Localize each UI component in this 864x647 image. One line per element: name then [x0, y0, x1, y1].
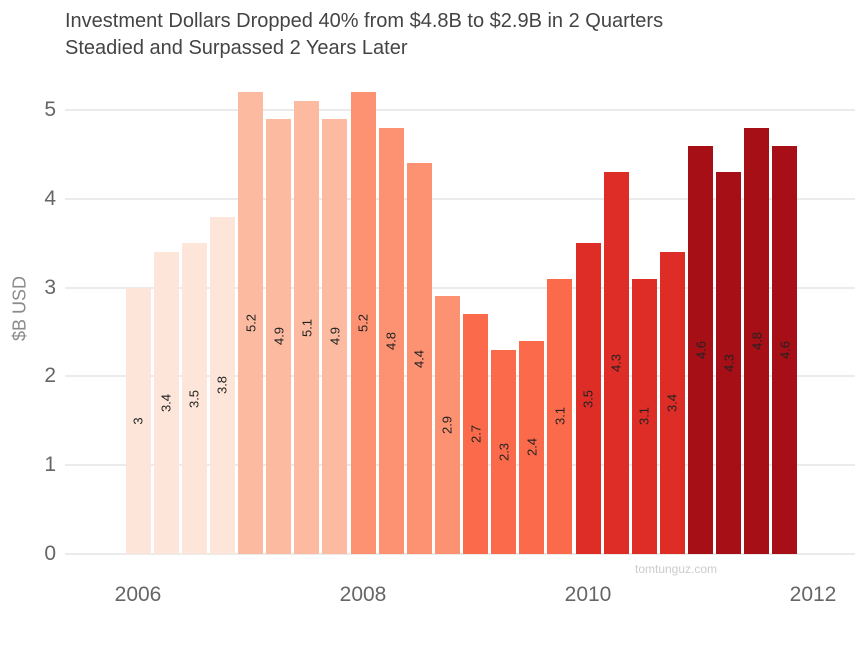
- bar-2009-q3: 2.4: [519, 340, 545, 554]
- bar-2009-q2: 2.3: [491, 349, 517, 554]
- bar-2011-q2: 4.3: [716, 172, 742, 554]
- bar-value-label: 2.4: [524, 438, 540, 457]
- bar-value-label: 3.1: [636, 407, 652, 426]
- bar-value-label: 5.2: [243, 314, 258, 333]
- bar-value-label: 4.3: [721, 354, 737, 373]
- bar-value-label: 2.3: [496, 442, 512, 461]
- bar-2011-q3: 4.8: [744, 127, 770, 554]
- bar-2008-q4: 2.9: [434, 296, 460, 554]
- chart-title: Investment Dollars Dropped 40% from $4.8…: [65, 8, 663, 62]
- bar-value-label: 4.3: [608, 354, 624, 373]
- bar-2010-q2: 4.3: [603, 172, 629, 554]
- plot-area: 3 3.4 3.5 3.8 5.2 4.9 5.1 4.9 5.2 4.8 4.4 2.9 2.7 2.3…: [65, 85, 855, 555]
- bar-value-label: 4.6: [777, 340, 793, 359]
- x-tick-label-2012: 2012: [789, 583, 837, 606]
- y-tick-label-0: 0: [44, 542, 56, 565]
- bar-value-label: 5.1: [299, 318, 315, 337]
- bar-value-label: 3: [130, 417, 146, 425]
- bar-2008-q1: 5.2: [350, 92, 376, 554]
- chart-title-line-1: Investment Dollars Dropped 40% from $4.8…: [65, 10, 664, 32]
- x-tick-label-2010: 2010: [564, 583, 612, 606]
- bar-2009-q4: 3.1: [547, 278, 573, 554]
- gridline-y-3: [65, 286, 855, 289]
- bar-value-label: 2.7: [468, 425, 483, 444]
- y-axis-label: $B USD: [9, 275, 30, 341]
- gridline-y-1: [65, 464, 855, 467]
- bar-value-label: 4.8: [749, 331, 765, 350]
- y-tick-label-3: 3: [44, 275, 56, 299]
- y-tick-label-4: 4: [44, 186, 56, 210]
- x-tick-label-2008: 2008: [339, 583, 387, 606]
- y-tick-label-1: 1: [44, 453, 56, 477]
- bar-value-label: 3.4: [664, 394, 680, 413]
- bar-2010-q3: 3.1: [631, 278, 657, 554]
- gridline-y-4: [65, 197, 855, 200]
- bar-value-label: 4.8: [383, 331, 399, 350]
- bar-2007-q3: 5.1: [294, 101, 320, 554]
- bar-2006-q2: 3.4: [153, 252, 179, 554]
- watermark: tomtunguz.com: [635, 562, 718, 576]
- bar-2006-q1: 3: [125, 287, 151, 554]
- bar-2009-q1: 2.7: [463, 314, 488, 554]
- bar-2007-q2: 4.9: [266, 118, 292, 554]
- bar-2010-q4: 3.4: [659, 252, 685, 554]
- y-tick-label-5: 5: [44, 98, 56, 121]
- bar-value-label: 3.1: [552, 407, 568, 426]
- x-tick-label-2006: 2006: [114, 583, 162, 606]
- gridline-y-5: [65, 109, 855, 111]
- bar-value-label: 4.9: [271, 327, 287, 346]
- bar-2006-q4: 3.8: [209, 216, 235, 554]
- bar-value-label: 3.8: [214, 376, 230, 395]
- chart-title-line-2: Steadied and Surpassed 2 Years Later: [65, 37, 408, 59]
- bar-value-label: 5.2: [355, 314, 371, 333]
- bar-2011-q4: 4.6: [772, 145, 798, 554]
- bar-value-label: 3.5: [580, 389, 596, 408]
- bar-2008-q3: 4.4: [406, 163, 432, 554]
- bar-value-label: 4.4: [411, 349, 427, 368]
- bar-2010-q1: 3.5: [575, 243, 601, 554]
- bar-value-label: 4.6: [693, 340, 708, 359]
- bar-2006-q3: 3.5: [181, 243, 207, 554]
- y-tick-label-2: 2: [44, 364, 56, 388]
- bar-2007-q1: 5.2: [238, 92, 263, 554]
- gridline-y-0: [65, 553, 855, 555]
- bar-value-label: 3.4: [158, 394, 174, 413]
- bar-value-label: 3.5: [186, 389, 202, 408]
- bar-value-label: 2.9: [439, 416, 455, 435]
- gridline-y-2: [65, 375, 855, 378]
- bar-2011-q1: 4.6: [688, 145, 713, 554]
- bar-2008-q2: 4.8: [378, 127, 404, 554]
- bar-2007-q4: 4.9: [322, 118, 348, 554]
- bar-value-label: 4.9: [327, 327, 343, 346]
